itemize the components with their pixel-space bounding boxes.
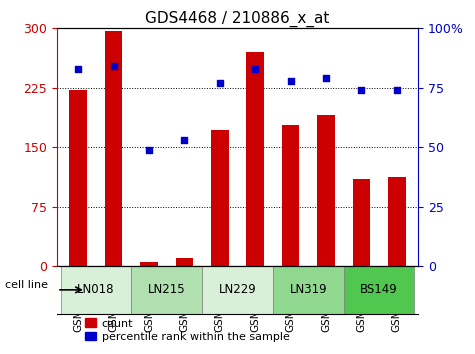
Bar xyxy=(176,258,193,266)
FancyBboxPatch shape xyxy=(273,266,344,314)
Point xyxy=(75,66,82,72)
Title: GDS4468 / 210886_x_at: GDS4468 / 210886_x_at xyxy=(145,11,330,27)
Legend: count, percentile rank within the sample: count, percentile rank within the sample xyxy=(81,314,294,347)
Point xyxy=(322,75,330,81)
FancyBboxPatch shape xyxy=(60,266,131,314)
Text: LN215: LN215 xyxy=(148,283,186,296)
Text: cell line: cell line xyxy=(5,280,48,290)
Point xyxy=(216,80,224,86)
Point xyxy=(358,87,365,93)
Bar xyxy=(317,115,335,266)
Point xyxy=(180,137,188,143)
Text: LN319: LN319 xyxy=(289,283,327,296)
Bar xyxy=(388,177,406,266)
Point xyxy=(287,78,294,84)
Bar xyxy=(211,130,228,266)
Text: LN229: LN229 xyxy=(218,283,256,296)
FancyBboxPatch shape xyxy=(202,266,273,314)
FancyBboxPatch shape xyxy=(131,266,202,314)
Bar xyxy=(105,32,123,266)
Point xyxy=(110,63,117,69)
Text: LN018: LN018 xyxy=(77,283,114,296)
Bar xyxy=(69,90,87,266)
Point xyxy=(251,66,259,72)
Bar xyxy=(140,262,158,266)
Bar xyxy=(247,52,264,266)
Bar xyxy=(352,179,370,266)
Point xyxy=(393,87,400,93)
Text: BS149: BS149 xyxy=(360,283,398,296)
Bar xyxy=(282,125,299,266)
FancyBboxPatch shape xyxy=(344,266,415,314)
Point xyxy=(145,147,153,153)
